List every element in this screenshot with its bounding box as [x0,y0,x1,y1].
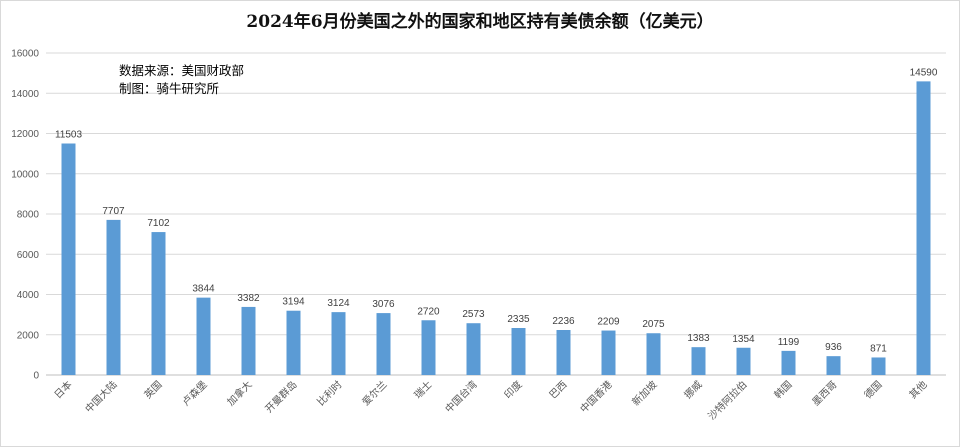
y-axis-ticks: 0 2000 4000 6000 8000 10000 12000 14000 16000 [11,49,39,382]
data-label: 3382 [237,293,260,304]
bar [106,219,121,375]
x-tick-label: 德国 [861,378,884,401]
data-label: 3844 [192,284,215,295]
x-tick-label: 比利时 [315,379,345,409]
data-labels: 11503 7707 7102 3844 3382 3194 3124 3076 2720 257… [55,67,938,354]
x-tick-label: 新加坡 [629,378,659,408]
bar [286,310,301,375]
data-label: 871 [870,343,887,354]
data-label: 2236 [552,316,575,327]
bar [376,313,391,375]
bar [736,347,751,375]
x-tick-label: 开曼群岛 [262,378,299,415]
bar [781,350,796,375]
y-tick-label: 12000 [11,129,39,140]
x-tick-label: 瑞士 [411,378,434,401]
bar [826,356,841,375]
data-label: 2720 [417,306,440,317]
y-tick-label: 6000 [17,250,40,261]
bar [916,81,931,375]
chart-title: 2024年6月份美国之外的国家和地区持有美债余额（亿美元） [246,11,713,32]
bar [511,328,526,375]
x-tick-label: 印度 [501,378,524,401]
data-label: 2075 [642,319,665,330]
data-label: 14590 [910,67,938,78]
x-tick-label: 加拿大 [224,378,254,408]
data-label: 3194 [282,297,305,308]
data-label: 2209 [597,317,620,328]
bar [691,347,706,375]
data-label: 1199 [778,337,800,348]
y-tick-label: 4000 [17,290,40,301]
x-tick-label: 墨西哥 [810,379,840,409]
x-tick-label: 爱尔兰 [359,378,389,408]
x-tick-label: 卢森堡 [179,378,209,408]
data-label: 2335 [507,314,530,325]
data-label: 7707 [102,206,125,217]
data-label: 936 [825,342,842,353]
bar [601,330,616,375]
bar [151,232,166,375]
bar [466,323,481,375]
credit-note: 制图：骑牛研究所 [119,81,219,96]
data-label: 11503 [55,130,83,141]
y-tick-label: 10000 [11,169,39,180]
bar [871,357,886,375]
y-tick-label: 8000 [17,210,40,221]
x-tick-label: 英国 [141,378,164,401]
data-label: 1354 [732,334,755,345]
x-tick-label: 日本 [51,378,74,401]
x-axis-ticks: 日本 中国大陆 英国 卢森堡 加拿大 开曼群岛 比利时 爱尔兰 瑞士 中国台湾 印度 巴西 中国香港 新加… [51,378,929,423]
x-tick-label: 中国台湾 [442,378,479,415]
bars [61,81,931,375]
bar [421,320,436,375]
bar [61,143,76,375]
y-tick-label: 16000 [11,49,39,60]
bar [241,306,256,375]
y-tick-label: 0 [33,371,39,382]
x-tick-label: 韩国 [771,378,794,401]
data-label: 2573 [462,309,485,320]
x-tick-label: 沙特阿拉伯 [705,378,750,423]
data-label: 7102 [147,218,170,229]
source-note: 数据来源：美国财政部 [119,63,244,78]
data-label: 3124 [327,298,350,309]
x-tick-label: 中国大陆 [82,378,119,415]
bar [196,297,211,375]
x-tick-label: 中国香港 [577,378,614,415]
x-tick-label: 挪威 [681,378,704,401]
y-tick-label: 2000 [17,330,40,341]
data-label: 1383 [687,333,710,344]
x-tick-label: 其他 [906,378,929,401]
y-tick-label: 14000 [11,89,39,100]
bar [556,330,571,375]
x-tick-label: 巴西 [547,379,570,402]
bar [331,312,346,375]
bar [646,333,661,375]
data-label: 3076 [372,299,395,310]
gridlines [46,52,946,376]
